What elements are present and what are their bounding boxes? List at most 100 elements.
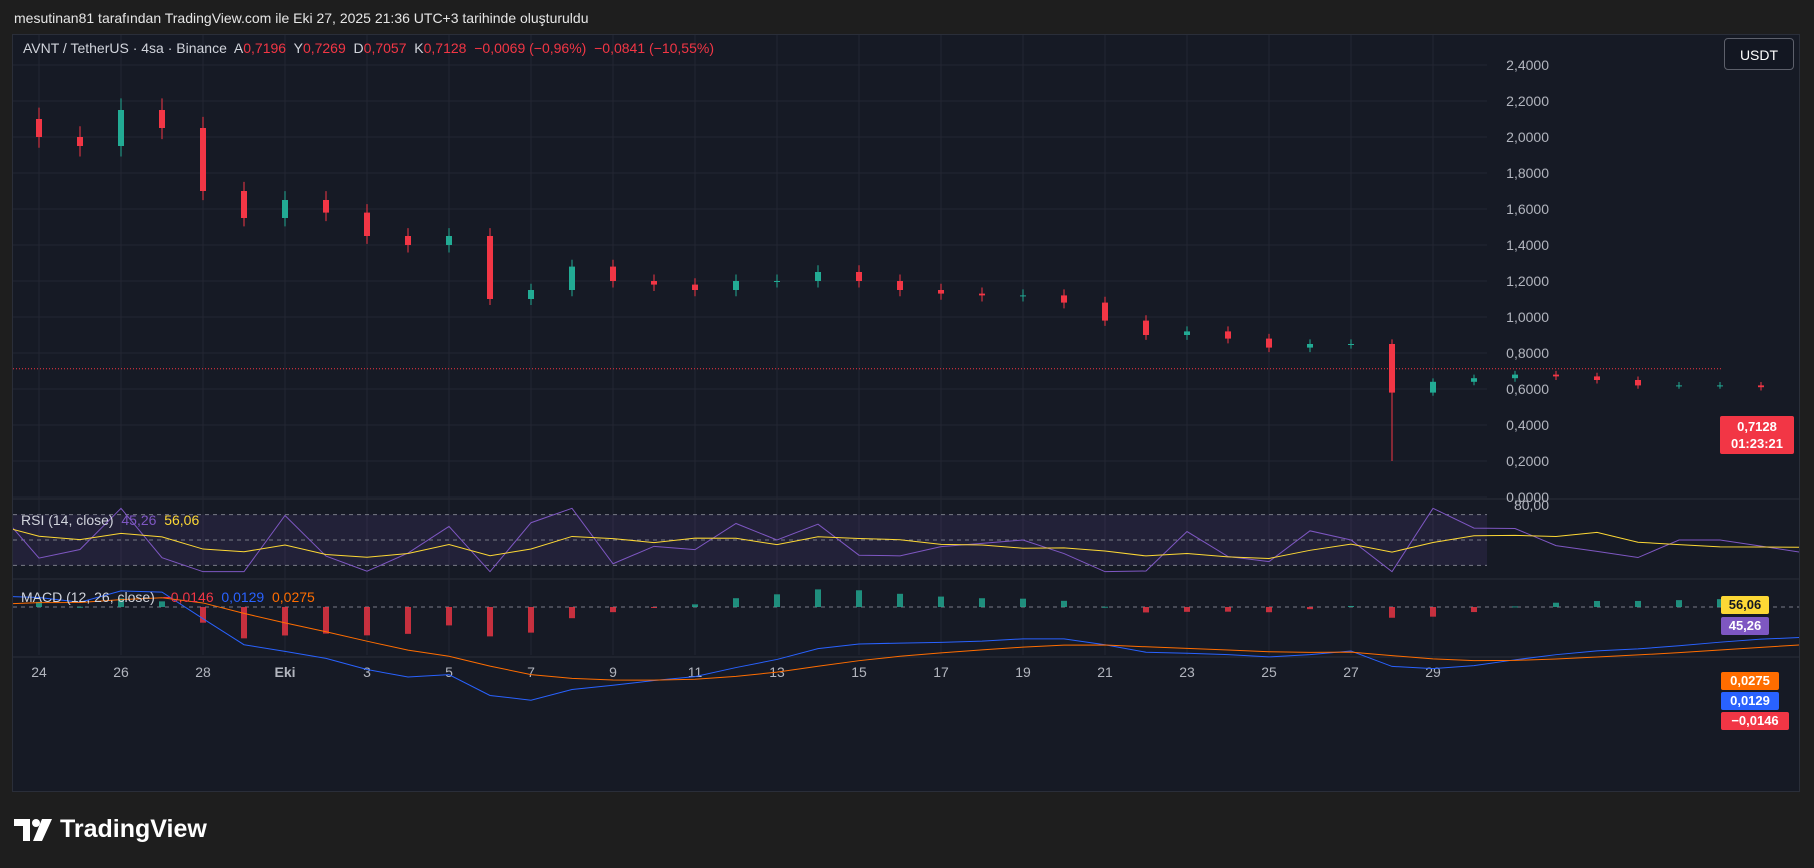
macd-line — [13, 590, 1799, 701]
time-tick-label: 24 — [31, 664, 47, 680]
candle-body — [1758, 385, 1764, 388]
macd-value: 0,0129 — [221, 589, 265, 605]
price-tick-label: 0,2000 — [1506, 453, 1549, 469]
time-tick-label: 7 — [527, 664, 535, 680]
close-value: 0,7128 — [423, 40, 467, 56]
candle-body — [569, 266, 575, 290]
time-tick-label: 15 — [851, 664, 867, 680]
candle-body — [282, 200, 288, 218]
high-label: Y — [293, 40, 303, 56]
macd-hist-bar — [1635, 600, 1641, 607]
candle-body — [118, 110, 124, 146]
macd-hist-bar — [1594, 600, 1600, 607]
price-tick-label: 1,4000 — [1506, 237, 1549, 253]
candle-body — [774, 281, 780, 282]
candle-body — [897, 281, 903, 290]
time-tick-label: 27 — [1343, 664, 1359, 680]
price-tick-label: 1,8000 — [1506, 165, 1549, 181]
candle-body — [1225, 331, 1231, 339]
macd-hist-bar — [1471, 607, 1477, 613]
price-legend: AVNT / TetherUS · 4sa · Binance A0,7196 … — [23, 40, 714, 56]
macd-hist-bar — [364, 607, 370, 636]
chart-canvas[interactable]: 2,4000 2,2000 2,0000 1,8000 1,6000 1,4000 1,20… — [13, 35, 1799, 791]
rsi-label[interactable]: RSI (14, close) — [21, 512, 114, 528]
candle-body — [364, 212, 370, 236]
macd-value-tag: 0,0129 — [1721, 692, 1779, 710]
macd-hist-bar — [118, 598, 124, 607]
change-value: −0,0069 (−0,96%) — [474, 40, 587, 56]
rsi-line — [13, 507, 1799, 573]
rsi-ma-tag: 56,06 — [1721, 596, 1769, 614]
candle-body — [610, 266, 616, 281]
price-tick-label: 2,4000 — [1506, 57, 1549, 73]
price-tick-label: 2,0000 — [1506, 129, 1549, 145]
rsi-value: 45,26 — [121, 512, 157, 528]
price-tick-label: 0,8000 — [1506, 345, 1549, 361]
low-value: 0,7057 — [363, 40, 407, 56]
price-tick-label: 0,4000 — [1506, 417, 1549, 433]
macd-hist-bar — [1225, 607, 1231, 612]
macd-hist-bar — [1102, 606, 1108, 608]
macd-signal-tag: 0,0275 — [1721, 672, 1779, 690]
candle-body — [938, 290, 944, 294]
price-tick-label: 0,0000 — [1506, 489, 1549, 505]
candle-body — [1635, 380, 1641, 386]
macd-hist-bar — [200, 607, 206, 623]
candle-body — [1430, 381, 1436, 393]
macd-hist-bar — [569, 607, 575, 619]
time-tick-label: 21 — [1097, 664, 1113, 680]
time-tick-label: 26 — [113, 664, 129, 680]
macd-hist-value: −0,0146 — [162, 589, 214, 605]
candle-body — [487, 236, 493, 299]
candle-body — [979, 293, 985, 296]
candle-body — [1594, 376, 1600, 380]
macd-hist-bar — [979, 598, 985, 607]
macd-hist-bar — [159, 601, 165, 607]
candle-body — [528, 290, 534, 299]
chart-frame[interactable]: 2,4000 2,2000 2,0000 1,8000 1,6000 1,4000 1,20… — [12, 34, 1800, 792]
candle-body — [77, 137, 83, 146]
tradingview-brand[interactable]: TradingView — [14, 815, 207, 844]
symbol-label[interactable]: AVNT / TetherUS · 4sa · Binance — [23, 40, 227, 56]
macd-hist-bar — [1553, 602, 1559, 607]
time-tick-label: 29 — [1425, 664, 1441, 680]
macd-hist-bar — [1307, 607, 1313, 610]
macd-hist-bar — [1676, 600, 1682, 607]
time-tick-label: 25 — [1261, 664, 1277, 680]
high-value: 0,7269 — [302, 40, 346, 56]
candle-body — [1184, 331, 1190, 335]
candle-body — [815, 272, 821, 281]
currency-button[interactable]: USDT — [1724, 38, 1794, 70]
macd-hist-bar — [774, 594, 780, 607]
tradingview-logo-icon — [14, 818, 52, 841]
candle-body — [1512, 374, 1518, 379]
candle-body — [733, 281, 739, 290]
candle-body — [856, 272, 862, 281]
candle-body — [446, 236, 452, 245]
candle-body — [1020, 295, 1026, 297]
macd-hist-bar — [651, 607, 657, 608]
candle-body — [1061, 295, 1067, 303]
macd-hist-bar — [1184, 607, 1190, 612]
macd-legend: MACD (12, 26, close) −0,0146 0,0129 0,02… — [21, 589, 315, 605]
time-tick-label: Eki — [274, 664, 295, 680]
candle-body — [241, 191, 247, 218]
price-tag-price: 0,7128 — [1737, 419, 1777, 434]
close-label: K — [414, 40, 424, 56]
candle-body — [159, 110, 165, 128]
price-tick-label: 2,2000 — [1506, 93, 1549, 109]
time-tick-label: 5 — [445, 664, 453, 680]
price-tag-countdown: 01:23:21 — [1730, 436, 1784, 451]
price-tick-label: 1,6000 — [1506, 201, 1549, 217]
candle-body — [1348, 344, 1354, 345]
candle-body — [1471, 378, 1477, 382]
open-value: 0,7196 — [243, 40, 287, 56]
macd-label[interactable]: MACD (12, 26, close) — [21, 589, 155, 605]
candle-body — [1266, 338, 1272, 348]
change2-value: −0,0841 (−10,55%) — [594, 40, 714, 56]
macd-hist-bar — [692, 604, 698, 607]
macd-hist-tag: −0,0146 — [1721, 712, 1789, 730]
macd-hist-bar — [1020, 598, 1026, 607]
macd-hist-bar — [1348, 605, 1354, 607]
macd-hist-bar — [487, 607, 493, 637]
